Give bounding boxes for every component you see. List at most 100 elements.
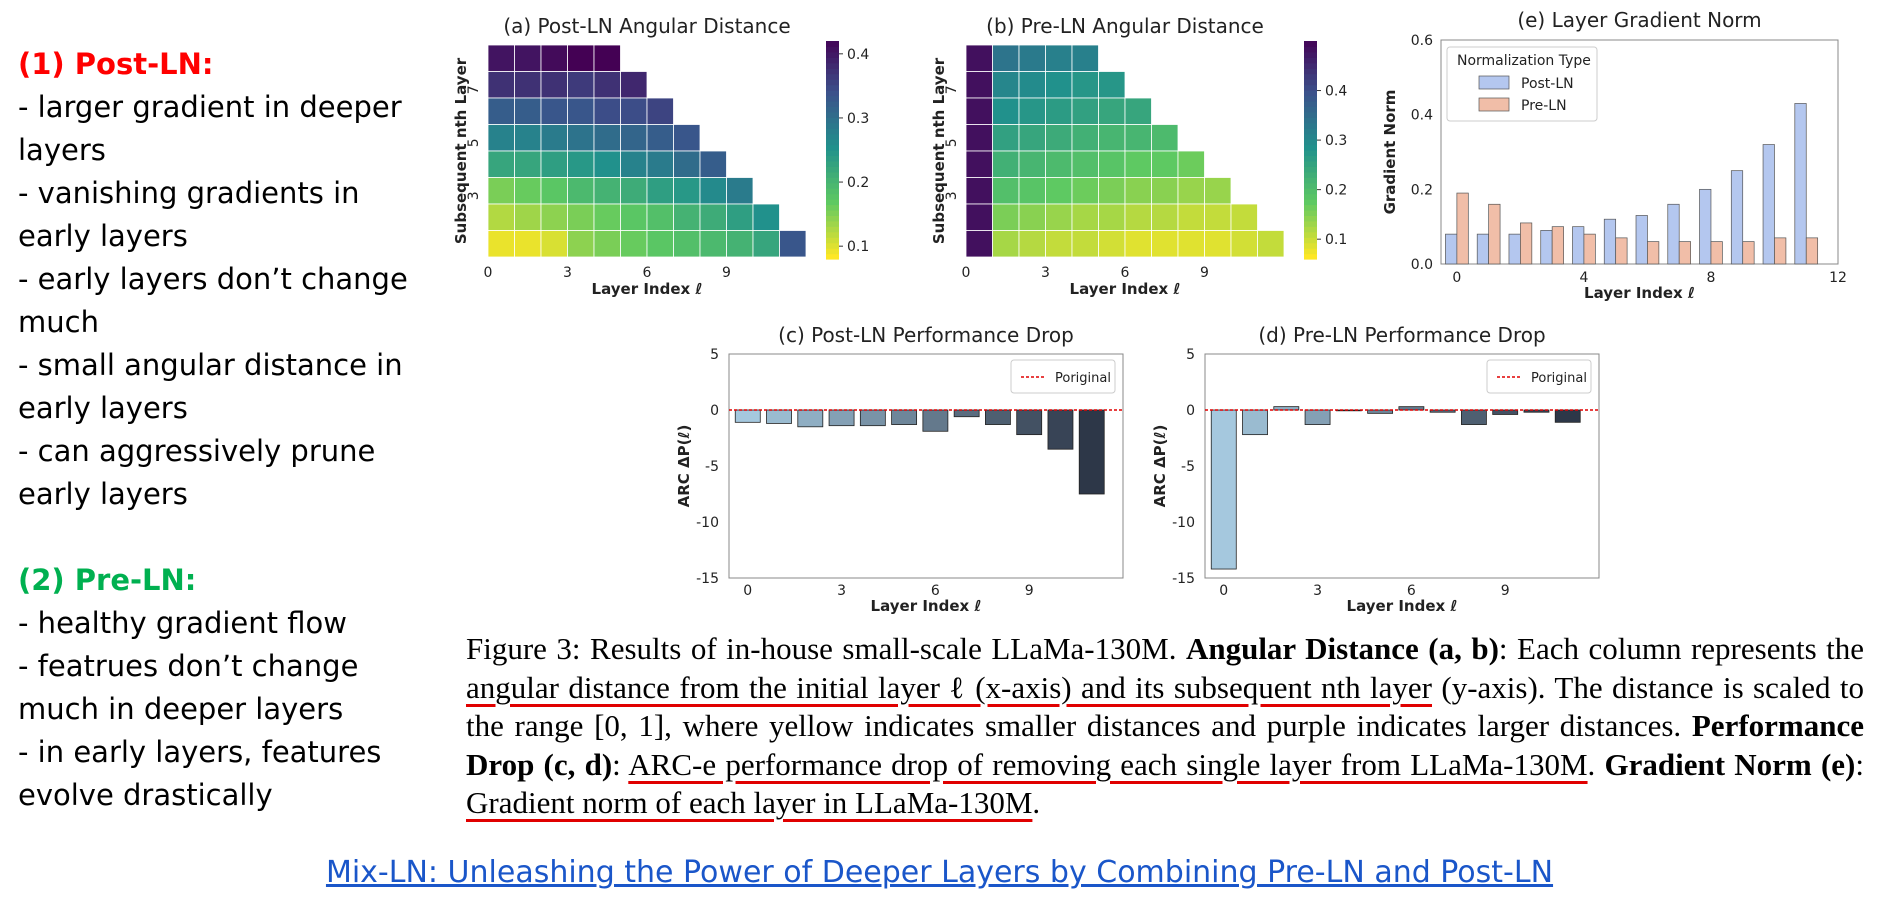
colorbar-segment: [826, 111, 839, 118]
heatmap-cell: [1124, 177, 1152, 205]
colorbar-segment: [826, 188, 839, 195]
heatmap-cell: [1071, 177, 1099, 205]
colorbar-segment: [1304, 248, 1317, 255]
colorbar-segment: [1304, 117, 1317, 124]
paper-title-link[interactable]: Mix-LN: Unleashing the Power of Deeper L…: [325, 855, 1554, 890]
bar: [1742, 241, 1755, 265]
bar: [985, 409, 1011, 425]
heatmap-cell: [567, 97, 595, 125]
colorbar-segment: [826, 144, 839, 151]
post-ln-item: - larger gradient in deeper layers: [18, 90, 402, 167]
colorbar-segment: [826, 68, 839, 75]
x-axis-label: Layer Index ℓ: [1070, 280, 1181, 298]
heatmap-cell: [1230, 203, 1258, 231]
colorbar-segment: [826, 166, 839, 173]
bar: [734, 409, 761, 423]
x-tick-label: 6: [1121, 265, 1130, 281]
heatmap-cell: [593, 44, 621, 72]
colorbar-segment: [1304, 226, 1317, 233]
colorbar-segment: [826, 199, 839, 206]
heatmap-cell: [514, 124, 542, 152]
legend-title: Normalization Type: [1457, 53, 1591, 69]
legend-label: Poriginal: [1055, 371, 1111, 386]
heatmap-cell: [1071, 44, 1099, 72]
x-tick-label: 9: [1200, 265, 1209, 281]
heatmap-cell: [1018, 230, 1046, 258]
colorbar-segment: [826, 242, 839, 249]
bar: [1520, 222, 1533, 265]
y-tick-label: 0.0: [1411, 257, 1433, 273]
bar: [1762, 144, 1775, 265]
heatmap-cell: [567, 177, 595, 205]
colorbar-segment: [1304, 204, 1317, 211]
colorbar-segment: [826, 231, 839, 238]
heatmap-cell: [646, 97, 674, 125]
heatmap-cell: [646, 203, 674, 231]
colorbar-segment: [826, 193, 839, 200]
colorbar-segment: [1304, 166, 1317, 173]
bar: [797, 409, 824, 428]
heatmap-cell: [752, 230, 780, 258]
heatmap-cell: [567, 150, 595, 178]
y-axis-label: Subsequent nth Layer: [452, 57, 470, 244]
heatmap-cell: [620, 150, 648, 178]
colorbar-segment: [1304, 122, 1317, 129]
colorbar-segment: [1304, 160, 1317, 167]
colorbar-segment: [826, 237, 839, 244]
heatmap-cell: [699, 177, 727, 205]
x-tick-label: 9: [722, 265, 731, 281]
heatmap-cell: [567, 124, 595, 152]
chart-title: (a) Post-LN Angular Distance: [503, 14, 790, 38]
heatmap-cell: [1018, 71, 1046, 99]
post-ln-item: - small angular distance in early layers: [18, 348, 403, 425]
colorbar-segment: [1304, 177, 1317, 184]
bar: [1678, 241, 1691, 265]
colorbar-segment: [1304, 90, 1317, 97]
bar: [1554, 409, 1581, 423]
heatmap-cell: [965, 97, 993, 125]
bar: [1242, 409, 1268, 436]
figure-caption: Figure 3: Results of in-house small-scal…: [466, 630, 1864, 823]
colorbar-segment: [1304, 171, 1317, 178]
y-tick-label: -10: [696, 515, 719, 531]
colorbar-tick-label: 0.1: [1325, 232, 1347, 248]
bar: [1016, 409, 1043, 436]
heatmap-cell: [514, 203, 542, 231]
heatmap-cell: [593, 203, 621, 231]
colorbar-segment: [1304, 100, 1317, 107]
y-axis-label: Subsequent nth Layer: [930, 57, 948, 244]
heatmap-cell: [1045, 71, 1073, 99]
heatmap-cell: [1045, 124, 1073, 152]
caption-bold: Performance Drop (c, d): [466, 708, 1864, 782]
heatmap-cell: [593, 124, 621, 152]
heatmap-cell: [1098, 71, 1126, 99]
heatmap-cell: [673, 203, 701, 231]
heatmap-cell: [1124, 150, 1152, 178]
colorbar-segment: [1304, 150, 1317, 157]
heatmap-cell: [514, 230, 542, 258]
heatmap-cell: [487, 203, 515, 231]
x-axis-label: Layer Index ℓ: [592, 280, 703, 298]
colorbar-segment: [1304, 182, 1317, 189]
colorbar-segment: [1304, 231, 1317, 238]
heatmap-cell: [1018, 97, 1046, 125]
colorbar-tick-label: 0.2: [847, 175, 869, 191]
colorbar-tick-label: 0.4: [847, 47, 869, 63]
x-tick-label: 3: [837, 583, 846, 599]
colorbar-segment: [826, 128, 839, 135]
heatmap-cell: [992, 150, 1020, 178]
bar: [1047, 409, 1074, 450]
colorbar-segment: [1304, 193, 1317, 200]
colorbar-segment: [826, 84, 839, 91]
chart-title: (c) Post-LN Performance Drop: [778, 323, 1074, 347]
heatmap-cell: [1098, 150, 1126, 178]
heatmap-cell: [752, 203, 780, 231]
heatmap-cell: [1151, 177, 1179, 205]
caption-text: .: [1032, 785, 1041, 820]
heatmap-cell: [1204, 230, 1232, 258]
heatmap-cell: [965, 44, 993, 72]
heatmap-cell: [620, 203, 648, 231]
post-ln-item: - vanishing gradients in early layers: [18, 176, 360, 253]
colorbar-segment: [826, 51, 839, 58]
y-tick-label: -5: [1181, 459, 1195, 475]
